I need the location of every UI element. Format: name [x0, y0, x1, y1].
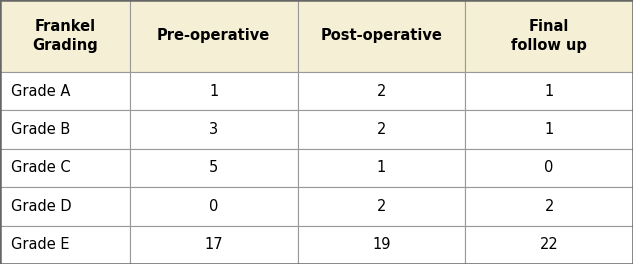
Text: Grade D: Grade D — [11, 199, 72, 214]
Text: 2: 2 — [544, 199, 554, 214]
Text: 2: 2 — [377, 122, 386, 137]
Bar — [130, 72, 298, 110]
Bar — [0, 110, 130, 149]
Bar — [130, 225, 298, 264]
Bar — [298, 72, 465, 110]
Text: Grade C: Grade C — [11, 161, 71, 175]
Text: 17: 17 — [204, 237, 223, 252]
Text: Frankel
Grading: Frankel Grading — [32, 18, 97, 53]
Text: 0: 0 — [544, 161, 554, 175]
Bar — [465, 0, 633, 72]
Bar — [298, 0, 465, 72]
Text: Final
follow up: Final follow up — [511, 18, 587, 53]
Bar — [130, 0, 298, 72]
Bar — [0, 0, 130, 72]
Bar — [298, 110, 465, 149]
Text: 2: 2 — [377, 199, 386, 214]
Text: 2: 2 — [377, 83, 386, 98]
Text: 1: 1 — [209, 83, 218, 98]
Bar — [0, 225, 130, 264]
Text: Pre-operative: Pre-operative — [157, 29, 270, 43]
Text: 19: 19 — [372, 237, 391, 252]
Bar — [465, 187, 633, 225]
Bar — [298, 225, 465, 264]
Bar — [0, 72, 130, 110]
Bar — [465, 149, 633, 187]
Bar — [465, 225, 633, 264]
Bar — [298, 187, 465, 225]
Text: 5: 5 — [209, 161, 218, 175]
Text: 1: 1 — [544, 83, 554, 98]
Text: Grade B: Grade B — [11, 122, 71, 137]
Text: 1: 1 — [377, 161, 386, 175]
Bar — [130, 187, 298, 225]
Bar — [130, 110, 298, 149]
Text: 0: 0 — [209, 199, 218, 214]
Bar — [465, 72, 633, 110]
Text: 3: 3 — [209, 122, 218, 137]
Text: 22: 22 — [540, 237, 558, 252]
Bar — [0, 149, 130, 187]
Text: Grade A: Grade A — [11, 83, 71, 98]
Bar — [130, 149, 298, 187]
Text: Post-operative: Post-operative — [320, 29, 442, 43]
Text: Grade E: Grade E — [11, 237, 70, 252]
Bar — [0, 187, 130, 225]
Bar — [465, 110, 633, 149]
Bar — [298, 149, 465, 187]
Text: 1: 1 — [544, 122, 554, 137]
